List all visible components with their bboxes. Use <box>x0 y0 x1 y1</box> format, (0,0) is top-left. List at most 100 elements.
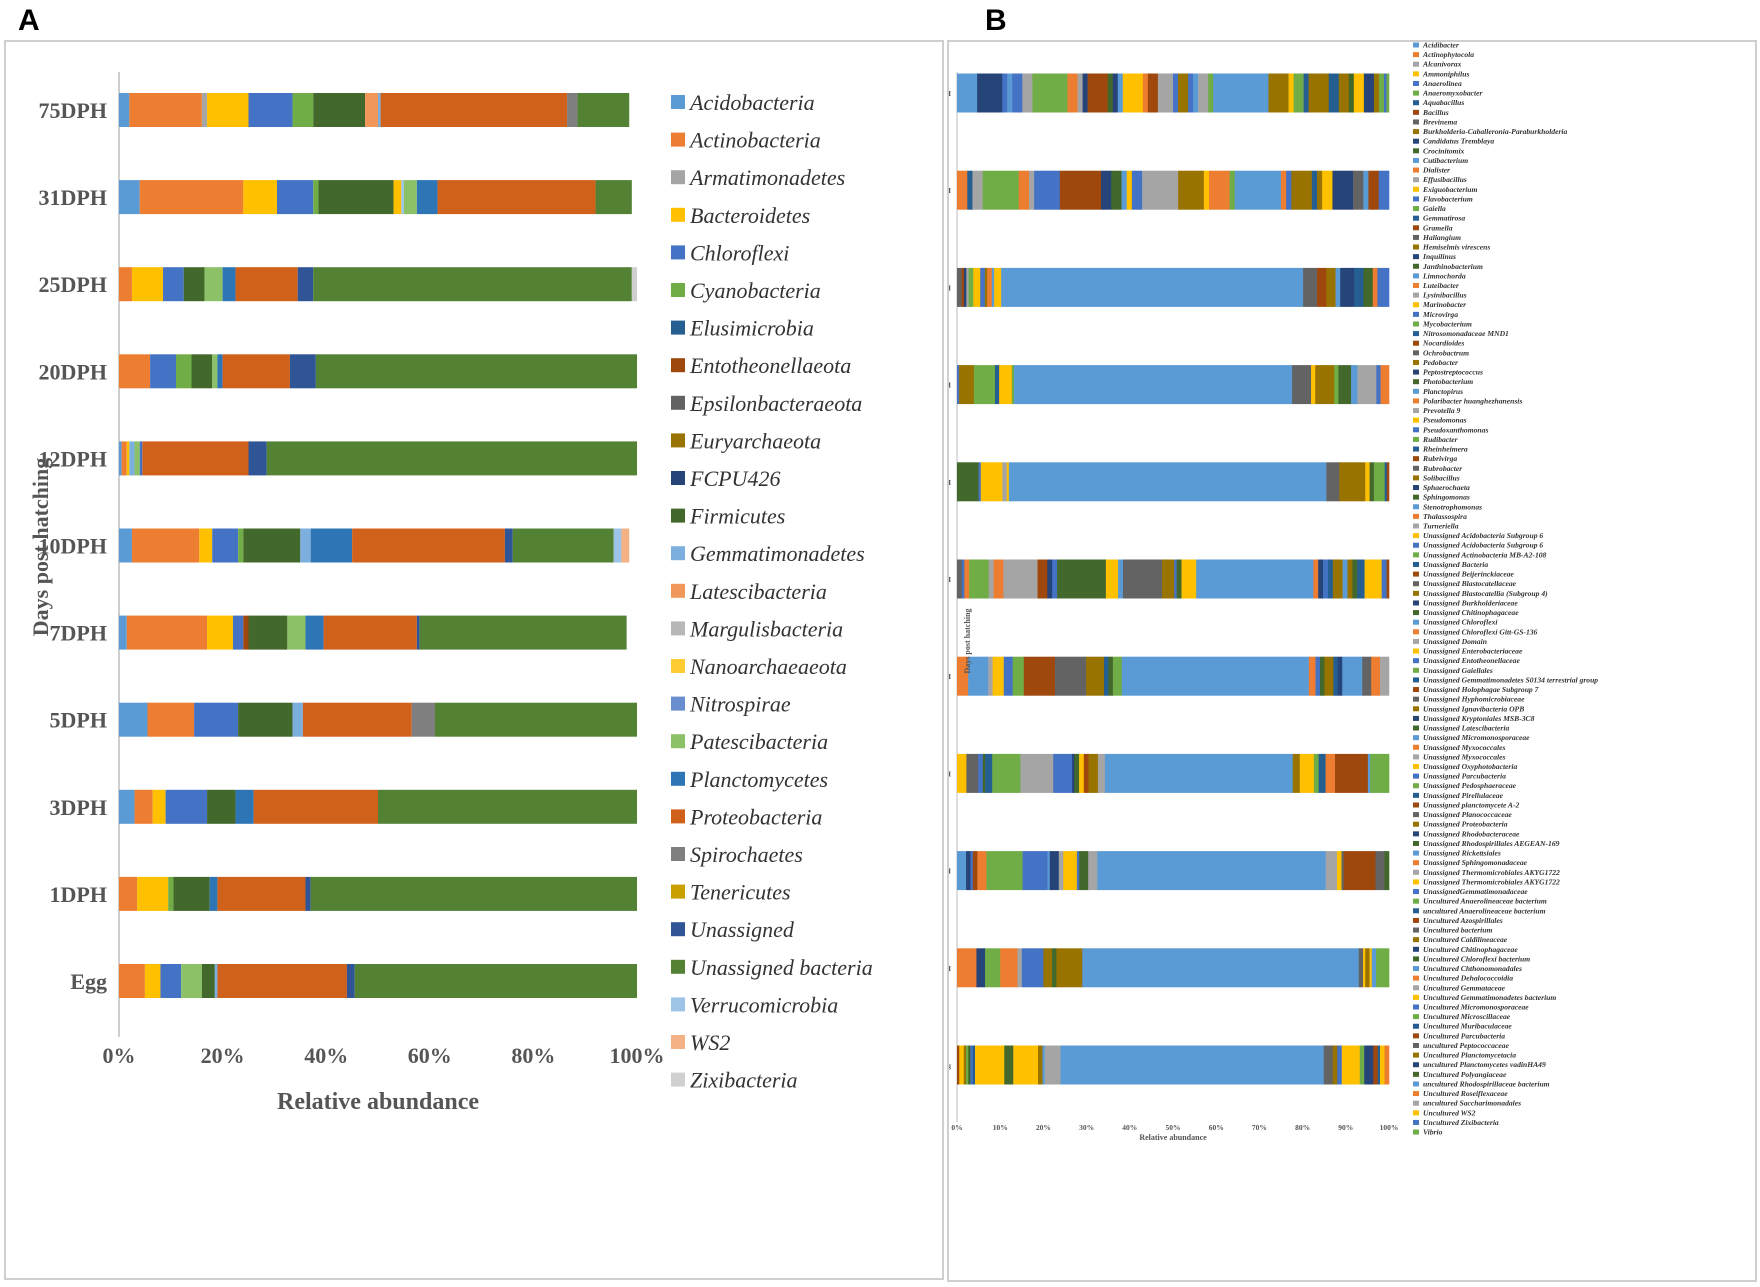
bar-segment-b-5dph-14 <box>1104 753 1294 793</box>
legend-swatch-b-26 <box>1413 292 1419 298</box>
legend-swatch-b-52 <box>1413 542 1419 548</box>
bar-segment-b-10dph-21 <box>1323 559 1329 599</box>
legend-label-b-gaiella: Gaiella <box>1423 204 1446 213</box>
bar-segment-egg-chloroflexi <box>160 964 182 998</box>
bar-segment-b-12dph-13 <box>1386 462 1390 502</box>
legend-swatch-b-83 <box>1413 840 1419 846</box>
legend-label-b-uncultured-chloroflexi-bacterium: Uncultured Chloroflexi bacterium <box>1423 954 1530 963</box>
legend-swatch-b-95 <box>1413 956 1419 962</box>
bar-segment-10dph-acidobacteria <box>119 528 132 563</box>
legend-swatch-nitrospirae <box>671 696 685 711</box>
legend-label-b-uncultured-planctomycetes-vadinha49: uncultured Planctomycetes vadinHA49 <box>1423 1060 1546 1069</box>
x-tick-label: 40% <box>304 1043 348 1068</box>
bar-segment-b-3dph-18 <box>1341 851 1345 891</box>
legend-label-b-unassigned-planococcaceae: Unassigned Planococcaceae <box>1423 810 1512 819</box>
bar-segment-egg-unassigned <box>346 964 355 998</box>
x-tick-label-b: 60% <box>1209 1123 1224 1132</box>
bar-segment-b-1dph-6 <box>1039 948 1044 988</box>
bar-segment-b-12dph-12 <box>1384 462 1388 502</box>
bar-segment-b-25dph-4 <box>968 267 974 307</box>
legend-label-epsilonbacteraeota: Epsilonbacteraeota <box>689 391 862 416</box>
x-tick-label: 80% <box>511 1043 555 1068</box>
legend-swatch-b-91 <box>1413 917 1419 923</box>
legend-label-b-unassigned-sphingomonadaceae: Unassigned Sphingomonadaceae <box>1423 858 1528 867</box>
bar-segment-25dph-unassigned <box>297 267 314 302</box>
bar-segment-b-5dph-11 <box>1083 753 1089 793</box>
bar-segment-31dph-acidobacteria <box>119 180 140 215</box>
bar-segment-7dph-chloroflexi <box>232 615 244 650</box>
x-tick-label-b: 80% <box>1295 1123 1310 1132</box>
bar-segment-b-5dph-13 <box>1097 753 1106 793</box>
legend-label-b-unassigned-burkholderiaceae: Unassigned Burkholderiaceae <box>1423 598 1518 607</box>
bar-segment-b-7dph-23 <box>1380 656 1390 696</box>
bar-segment-31dph-planctomycetes <box>416 180 438 215</box>
bar-segment-b-20dph-12 <box>1351 365 1358 405</box>
legend-label-bacteroidetes: Bacteroidetes <box>690 203 810 228</box>
bar-segment-b-5dph-9 <box>1074 753 1080 793</box>
legend-label-b-unassigned-thermomicrobiales-akyg1722: Unassigned Thermomicrobiales AKYG1722 <box>1423 877 1560 886</box>
bar-segment-3dph-bacteroidetes <box>152 789 166 824</box>
bar-segment-b-75dph-25 <box>1268 73 1289 113</box>
legend-label-b-haliangium: Haliangium <box>1422 233 1461 242</box>
legend-label-b-effusibacillus: Effusibacillus <box>1422 175 1467 184</box>
legend-label-b-crocinitomix: Crocinitomix <box>1423 146 1465 155</box>
bar-segment-b-25dph-9 <box>991 267 995 307</box>
legend-label-b-candidatus-tremblaya: Candidatus Tremblaya <box>1423 137 1494 146</box>
bar-segment-b-3dph-7 <box>1047 851 1051 891</box>
bar-segment-b-75dph-7 <box>1067 73 1078 113</box>
bar-segment-b-31dph-15 <box>1152 170 1179 210</box>
legend-swatch-elusimicrobia <box>671 320 685 335</box>
bar-segment-b-10dph-3 <box>969 559 990 599</box>
bar-segment-b-10dph-15 <box>1174 559 1177 599</box>
legend-label-b-solibacillus: Solibacillus <box>1423 473 1460 482</box>
bar-segment-5dph-unassigned-bacteria <box>434 702 637 737</box>
legend-label-b-unassigned-ignavibacteria-opb: Unassigned Ignavibacteria OPB <box>1423 704 1524 713</box>
legend-label-b-unassigned-chloroflexi: Unassigned Chloroflexi <box>1423 618 1498 627</box>
bar-segment-31dph-chloroflexi <box>276 180 314 215</box>
legend-swatch-latescibacteria <box>671 583 685 598</box>
bar-segment-b-10dph-19 <box>1313 559 1319 599</box>
bar-segment-b-25dph-1 <box>961 267 965 307</box>
bar-segment-1dph-bacteroidetes <box>137 876 169 911</box>
legend-swatch-b-32 <box>1413 350 1419 356</box>
legend-label-b-cutibacterium: Cutibacterium <box>1423 156 1468 165</box>
legend-label-b-unassigned-myxococcales: Unassigned Myxococcales <box>1423 752 1506 761</box>
bar-segment-b-7dph-8 <box>1086 656 1105 696</box>
bar-segment-12dph-proteobacteria <box>142 441 249 476</box>
legend-swatch-b-79 <box>1413 802 1419 808</box>
legend-swatch-b-85 <box>1413 860 1419 866</box>
bar-segment-b-75dph-29 <box>1308 73 1330 113</box>
legend-swatch-ws2 <box>671 1035 685 1049</box>
legend-label-spirochaetes: Spirochaetes <box>690 842 803 867</box>
bar-segment-31dph-bacteroidetes <box>393 180 402 215</box>
legend-label-planctomycetes: Planctomycetes <box>689 767 828 792</box>
legend-swatch-b-24 <box>1413 273 1419 279</box>
legend-swatch-b-100 <box>1413 1004 1419 1010</box>
legend-label-b-sphaerochaeta: Sphaerochaeta <box>1423 483 1470 492</box>
bar-segment-b-egg-3 <box>966 1045 969 1085</box>
legend-swatch-b-2 <box>1413 61 1419 67</box>
bar-segment-3dph-unassigned-bacteria <box>378 789 637 824</box>
legend-swatch-b-64 <box>1413 658 1419 664</box>
bar-segment-10dph-cyanobacteria <box>238 528 244 563</box>
bar-segment-1dph-firmicutes <box>173 876 210 911</box>
bar-segment-b-egg-4 <box>968 1045 971 1085</box>
y-tick-label: 25DPH <box>39 272 107 297</box>
bar-segment-75dph-armatimonadetes <box>201 93 208 127</box>
bar-segment-b-12dph-0 <box>957 462 979 502</box>
x-tick-label-b: 10% <box>993 1123 1008 1132</box>
legend-swatch-b-37 <box>1413 398 1419 404</box>
legend-label-b-uncultured-roseiflexaceae: Uncultured Roseiflexaceae <box>1423 1089 1508 1098</box>
bar-segment-b-31dph-8 <box>1059 170 1102 210</box>
legend-label-b-uncultured-polyangiaceae: Uncultured Polyangiaceae <box>1423 1070 1507 1079</box>
legend-label-b-unassigned-entotheonellaceae: Unassigned Entotheonellaceae <box>1423 656 1520 665</box>
legend-label-b-unassigned-beijerinckiaceae: Unassigned Beijerinckiaceae <box>1423 570 1515 579</box>
bar-segment-1dph-planctomycetes <box>209 876 218 911</box>
bar-segment-7dph-acidobacteria <box>119 615 127 650</box>
legend-label-b-unassigned-oxyphotobacteria: Unassigned Oxyphotobacteria <box>1423 762 1517 771</box>
bar-segment-b-12dph-11 <box>1378 462 1385 502</box>
legend-swatch-b-11 <box>1413 148 1419 154</box>
bar-segment-b-7dph-21 <box>1362 656 1372 696</box>
x-tick-label: 0% <box>103 1043 136 1068</box>
bar-segment-10dph-unassigned <box>504 528 513 563</box>
